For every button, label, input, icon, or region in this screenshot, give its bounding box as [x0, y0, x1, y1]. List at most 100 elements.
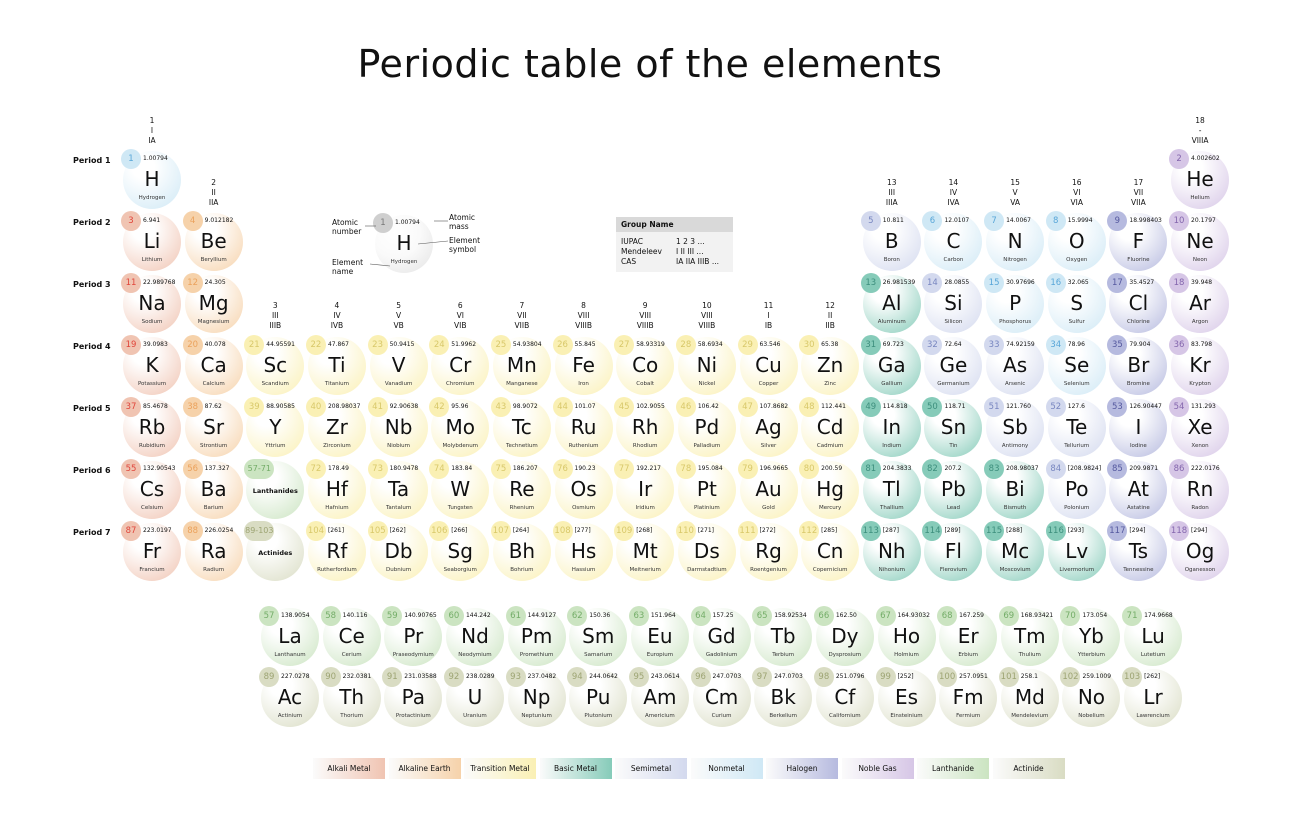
element-cell-n[interactable]: 7 14.0067 N Nitrogen [984, 211, 1045, 271]
element-cell-cr[interactable]: 24 51.9962 Cr Chromium [429, 335, 490, 395]
element-cell-se[interactable]: 34 78.96 Se Selenium [1045, 335, 1106, 395]
element-cell-nh[interactable]: 113 [287] Nh Nihonium [860, 521, 921, 581]
element-cell-pm[interactable]: 61 144.9127 Pm Promethium [505, 606, 566, 666]
element-cell-cl[interactable]: 17 35.4527 Cl Chlorine [1107, 273, 1168, 333]
element-cell-c[interactable]: 6 12.0107 C Carbon [922, 211, 983, 271]
element-cell-lr[interactable]: 103 [262] Lr Lawrencium [1122, 667, 1183, 727]
element-cell-sm[interactable]: 62 150.36 Sm Samarium [567, 606, 628, 666]
element-cell-ds[interactable]: 110 [271] Ds Darmstadtium [675, 521, 736, 581]
element-cell-kr[interactable]: 36 83.798 Kr Krypton [1169, 335, 1230, 395]
element-cell-hs[interactable]: 108 [277] Hs Hassium [552, 521, 613, 581]
element-cell-o[interactable]: 8 15.9994 O Oxygen [1045, 211, 1106, 271]
element-cell-bk[interactable]: 97 247.0703 Bk Berkelium [752, 667, 813, 727]
element-cell-sr[interactable]: 38 87.62 Sr Strontium [182, 397, 243, 457]
element-cell-hg[interactable]: 80 200.59 Hg Mercury [799, 459, 860, 519]
element-cell-pt[interactable]: 78 195.084 Pt Platinium [675, 459, 736, 519]
element-cell-na[interactable]: 11 22.989768 Na Sodium [121, 273, 181, 333]
element-cell-ru[interactable]: 44 101.07 Ru Ruthenium [552, 397, 613, 457]
element-cell-co[interactable]: 27 58.93319 Co Cobalt [614, 335, 675, 395]
element-cell-sn[interactable]: 50 118.71 Sn Tin [922, 397, 983, 457]
element-cell-rf[interactable]: 104 [261] Rf Rutherfordium [305, 521, 366, 581]
element-cell-li[interactable]: 3 6.941 Li Lithium [121, 211, 181, 271]
element-cell-gd[interactable]: 64 157.25 Gd Gadolinium [690, 606, 751, 666]
element-cell-pd[interactable]: 46 106.42 Pd Palladium [675, 397, 736, 457]
element-cell-al[interactable]: 13 26.981539 Al Aluminum [860, 273, 921, 333]
element-cell-np[interactable]: 93 237.0482 Np Neptunium [505, 667, 566, 727]
element-cell-u[interactable]: 92 238.0289 U Uranium [443, 667, 504, 727]
element-cell-ce[interactable]: 58 140.116 Ce Cerium [320, 606, 381, 666]
element-cell-tb[interactable]: 65 158.92534 Tb Terbium [752, 606, 813, 666]
element-cell-k[interactable]: 19 39.0983 K Potassium [121, 335, 181, 395]
element-cell-no[interactable]: 102 259.1009 No Nobelium [1060, 667, 1121, 727]
element-cell-hf[interactable]: 72 178.49 Hf Hafnium [305, 459, 366, 519]
element-cell-fe[interactable]: 26 55.845 Fe Iron [552, 335, 613, 395]
element-cell-dy[interactable]: 66 162.50 Dy Dysprosium [813, 606, 874, 666]
element-cell-w[interactable]: 74 183.84 W Tungsten [429, 459, 490, 519]
element-cell-tl[interactable]: 81 204.3833 Tl Thallium [860, 459, 921, 519]
element-cell-pa[interactable]: 91 231.03588 Pa Protactinium [382, 667, 443, 727]
element-cell-ac[interactable]: 89 227.0278 Ac Actinium [259, 667, 319, 727]
element-cell-ts[interactable]: 117 [294] Ts Tennessine [1107, 521, 1168, 581]
element-cell-os[interactable]: 76 190.23 Os Osmium [552, 459, 613, 519]
element-cell-pu[interactable]: 94 244.0642 Pu Plutonium [567, 667, 628, 727]
element-cell-mt[interactable]: 109 [268] Mt Meitnerium [614, 521, 675, 581]
element-cell-ga[interactable]: 31 69.723 Ga Gallium [860, 335, 921, 395]
element-cell-po[interactable]: 84 [208.9824] Po Polonium [1045, 459, 1106, 519]
element-cell-pr[interactable]: 59 140.90765 Pr Praseodymium [382, 606, 443, 666]
element-cell-mg[interactable]: 12 24.305 Mg Magnesium [182, 273, 243, 333]
element-cell-rn[interactable]: 86 222.0176 Rn Radon [1169, 459, 1230, 519]
element-cell-mo[interactable]: 42 95.96 Mo Molybdenum [429, 397, 490, 457]
element-cell-i[interactable]: 53 126.90447 I Iodine [1107, 397, 1168, 457]
element-cell-sb[interactable]: 51 121.760 Sb Antimony [984, 397, 1045, 457]
element-cell-cs[interactable]: 55 132.90543 Cs Celsium [121, 459, 181, 519]
element-cell-as[interactable]: 33 74.92159 As Arsenic [984, 335, 1045, 395]
element-cell-zn[interactable]: 30 65.38 Zn Zinc [799, 335, 860, 395]
element-cell-au[interactable]: 79 196.9665 Au Gold [737, 459, 798, 519]
element-cell-ho[interactable]: 67 164.93032 Ho Holmium [875, 606, 936, 666]
element-cell-rb[interactable]: 37 85.4678 Rb Rubidium [121, 397, 181, 457]
element-cell-ra[interactable]: 88 226.0254 Ra Radium [182, 521, 243, 581]
element-cell-es[interactable]: 99 [252] Es Einsteinium [875, 667, 936, 727]
element-cell-cd[interactable]: 48 112.441 Cd Cadmium [799, 397, 860, 457]
element-cell-cn[interactable]: 112 [285] Cn Copernicium [799, 521, 860, 581]
element-cell-v[interactable]: 23 50.9415 V Vanadium [367, 335, 428, 395]
element-cell-mc[interactable]: 115 [288] Mc Moscovium [984, 521, 1045, 581]
element-cell-sg[interactable]: 106 [266] Sg Seaborgium [429, 521, 490, 581]
element-cell-re[interactable]: 75 186.207 Re Rhenium [490, 459, 551, 519]
element-cell-xe[interactable]: 54 131.293 Xe Xenon [1169, 397, 1230, 457]
element-cell-ta[interactable]: 73 180.9478 Ta Tantalum [367, 459, 428, 519]
element-cell-si[interactable]: 14 28.0855 Si Silicon [922, 273, 983, 333]
element-cell-in[interactable]: 49 114.818 In Indium [860, 397, 921, 457]
element-cell-am[interactable]: 95 243.0614 Am Americium [628, 667, 689, 727]
element-cell-ar[interactable]: 18 39.948 Ar Argon [1169, 273, 1230, 333]
element-cell-nd[interactable]: 60 144.242 Nd Neodymium [443, 606, 504, 666]
element-cell-s[interactable]: 16 32.065 S Sulfur [1045, 273, 1106, 333]
element-cell-ne[interactable]: 10 20.1797 Ne Neon [1169, 211, 1230, 271]
element-cell-tm[interactable]: 69 168.93421 Tm Thulium [998, 606, 1059, 666]
element-cell-yb[interactable]: 70 173.054 Yb Ytterbium [1060, 606, 1121, 666]
element-cell-la[interactable]: 57 138.9054 La Lanthanum [259, 606, 319, 666]
element-cell-nb[interactable]: 41 92.90638 Nb Niobium [367, 397, 428, 457]
element-cell-bh[interactable]: 107 [264] Bh Bohrium [490, 521, 551, 581]
element-cell-mn[interactable]: 25 54.93804 Mn Manganese [490, 335, 551, 395]
element-cell-te[interactable]: 52 127.6 Te Tellurium [1045, 397, 1106, 457]
element-cell-bi[interactable]: 83 208.98037 Bi Bismuth [984, 459, 1045, 519]
element-cell-er[interactable]: 68 167.259 Er Erbium [937, 606, 998, 666]
element-cell-cm[interactable]: 96 247.0703 Cm Curium [690, 667, 751, 727]
element-cell-ti[interactable]: 22 47.867 Ti Titanium [305, 335, 366, 395]
element-cell-eu[interactable]: 63 151.964 Eu Europium [628, 606, 689, 666]
element-cell-th[interactable]: 90 232.0381 Th Thorium [320, 667, 381, 727]
element-cell-at[interactable]: 85 209.9871 At Astatine [1107, 459, 1168, 519]
element-cell-h[interactable]: 1 1.00794 H Hydrogen [121, 149, 181, 209]
element-cell-ni[interactable]: 28 58.6934 Ni Nickel [675, 335, 736, 395]
element-cell-ca[interactable]: 20 40.078 Ca Calcium [182, 335, 243, 395]
element-cell-ge[interactable]: 32 72.64 Ge Germanium [922, 335, 983, 395]
element-cell-he[interactable]: 2 4.002602 He Helium [1169, 149, 1230, 209]
element-cell-tc[interactable]: 43 98.9072 Tc Technetium [490, 397, 551, 457]
element-cell-br[interactable]: 35 79.904 Br Bromine [1107, 335, 1168, 395]
element-cell-pb[interactable]: 82 207.2 Pb Lead [922, 459, 983, 519]
element-cell-fm[interactable]: 100 257.0951 Fm Fermium [937, 667, 998, 727]
element-cell-ir[interactable]: 77 192.217 Ir Iridium [614, 459, 675, 519]
element-cell-b[interactable]: 5 10.811 B Boron [860, 211, 921, 271]
element-cell-lv[interactable]: 116 [293] Lv Livermorium [1045, 521, 1106, 581]
